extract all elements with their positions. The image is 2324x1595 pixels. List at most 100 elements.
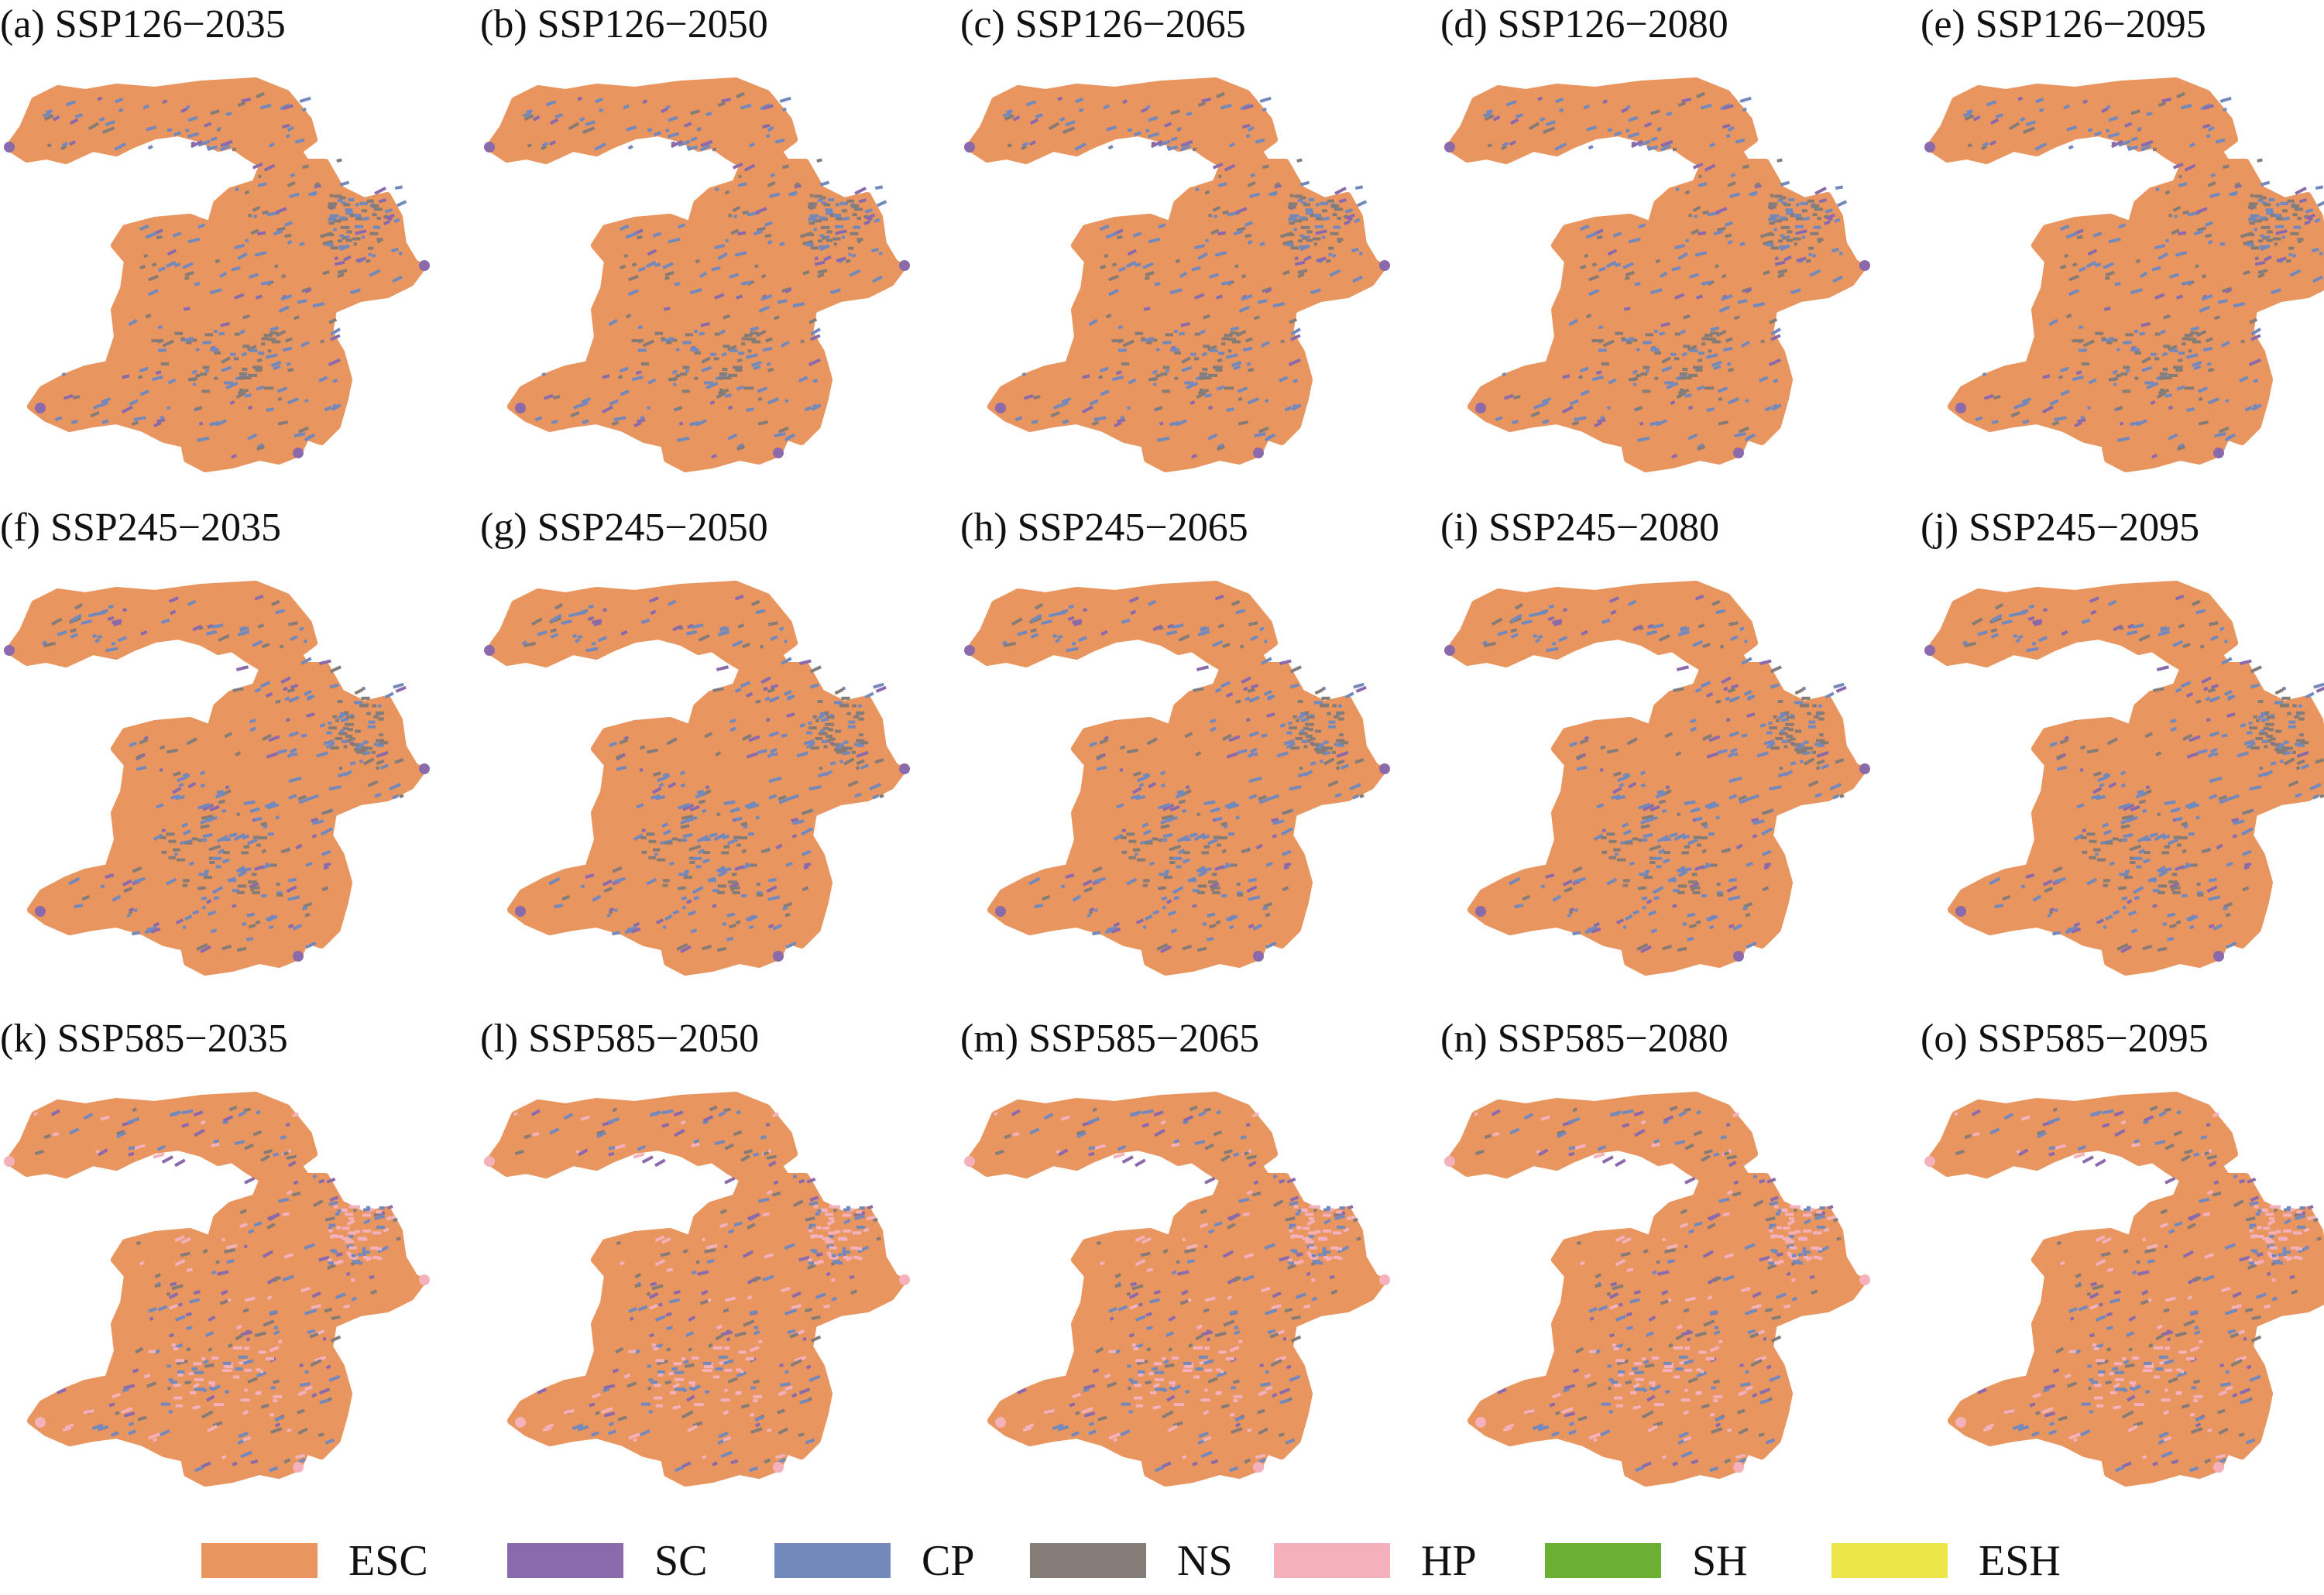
landcover-patches	[1962, 91, 2324, 459]
edge-cell-marker	[1444, 645, 1455, 656]
edge-cell-marker	[419, 260, 430, 271]
region-map	[964, 77, 1390, 472]
edge-cell-marker	[773, 448, 784, 458]
region-map	[4, 77, 430, 472]
legend-swatch	[1831, 1543, 1948, 1578]
legend-swatch	[1274, 1543, 1390, 1578]
edge-cell-marker	[1955, 1417, 1966, 1428]
panel-title: (n) SSP585−2080	[1440, 1017, 1728, 1061]
map-panel: (a) SSP126−2035	[0, 0, 465, 503]
edge-cell-marker	[1955, 906, 1966, 917]
edge-cell-marker	[293, 1462, 304, 1473]
legend-swatch	[201, 1543, 318, 1578]
edge-cell-marker	[515, 1417, 526, 1428]
landcover-patches	[513, 1105, 881, 1473]
region-base-esc	[1926, 77, 2324, 472]
region-map	[4, 1092, 430, 1487]
landcover-patches	[994, 1105, 1361, 1473]
edge-cell-marker	[1924, 142, 1935, 153]
region-base-esc	[966, 1092, 1386, 1487]
map-panel: (h) SSP245−2065	[960, 503, 1425, 1007]
edge-cell-marker	[1444, 1156, 1455, 1167]
edge-cell-marker	[2213, 448, 2224, 458]
map-panel: (j) SSP245−2095	[1921, 503, 2324, 1007]
panel-title: (k) SSP585−2035	[0, 1017, 288, 1061]
map-panel: (c) SSP126−2065	[960, 0, 1425, 503]
region-map	[964, 1092, 1390, 1487]
region-map	[484, 581, 910, 976]
edge-cell-marker	[2213, 951, 2224, 962]
edge-cell-marker	[4, 142, 15, 153]
legend-label: CP	[922, 1537, 975, 1585]
edge-cell-marker	[1379, 763, 1390, 774]
legend-swatch	[1030, 1543, 1146, 1578]
legend-label: SH	[1692, 1537, 1748, 1585]
map-panel: (d) SSP126−2080	[1440, 0, 1905, 503]
map-panel: (n) SSP585−2080	[1440, 1014, 1905, 1518]
edge-cell-marker	[1924, 645, 1935, 656]
edge-cell-marker	[419, 1274, 430, 1285]
map-panel: (f) SSP245−2035	[0, 503, 465, 1007]
region-base-esc	[5, 581, 426, 976]
panel-title: (i) SSP245−2080	[1440, 506, 1720, 550]
edge-cell-marker	[293, 448, 304, 458]
edge-cell-marker	[4, 645, 15, 656]
edge-cell-marker	[515, 906, 526, 917]
edge-cell-marker	[995, 1417, 1006, 1428]
region-map	[1924, 77, 2324, 472]
edge-cell-marker	[1859, 1274, 1870, 1285]
region-base-esc	[966, 581, 1386, 976]
edge-cell-marker	[995, 906, 1006, 917]
panel-title: (j) SSP245−2095	[1921, 506, 2200, 550]
edge-cell-marker	[1379, 260, 1390, 271]
edge-cell-marker	[1253, 448, 1264, 458]
region-base-esc	[966, 77, 1386, 472]
edge-cell-marker	[964, 1156, 975, 1167]
region-map	[964, 581, 1390, 976]
region-map	[1444, 77, 1870, 472]
panel-title: (g) SSP245−2050	[480, 506, 768, 550]
edge-cell-marker	[1475, 403, 1486, 413]
edge-cell-marker	[773, 951, 784, 962]
map-panel-grid: (a) SSP126−2035 (b) SSP126−2050 (c) SSP126…	[0, 0, 2324, 1487]
map-panel: (b) SSP126−2050	[480, 0, 945, 503]
legend-label: NS	[1177, 1537, 1233, 1585]
panel-title: (o) SSP585−2095	[1921, 1017, 2209, 1061]
edge-cell-marker	[1955, 403, 1966, 413]
edge-cell-marker	[1859, 260, 1870, 271]
edge-cell-marker	[964, 645, 975, 656]
region-map	[484, 77, 910, 472]
edge-cell-marker	[484, 645, 495, 656]
region-map	[1444, 1092, 1870, 1487]
region-base-esc	[1446, 1092, 1866, 1487]
region-base-esc	[486, 77, 906, 472]
legend-label: ESC	[348, 1537, 428, 1585]
legend-swatch	[1545, 1543, 1661, 1578]
edge-cell-marker	[35, 906, 46, 917]
landcover-patches	[1962, 594, 2324, 955]
edge-cell-marker	[1253, 1462, 1264, 1473]
panel-title: (e) SSP126−2095	[1921, 2, 2206, 46]
panel-title: (d) SSP126−2080	[1440, 2, 1728, 46]
edge-cell-marker	[899, 763, 910, 774]
edge-cell-marker	[1475, 1417, 1486, 1428]
edge-cell-marker	[1379, 1274, 1390, 1285]
map-panel: (e) SSP126−2095	[1921, 0, 2324, 503]
panel-title: (c) SSP126−2065	[960, 2, 1246, 46]
landcover-patches	[1954, 1105, 2322, 1473]
map-panel: (o) SSP585−2095	[1921, 1014, 2324, 1518]
edge-cell-marker	[1253, 951, 1264, 962]
edge-cell-marker	[964, 142, 975, 153]
map-panel: (i) SSP245−2080	[1440, 503, 1905, 1007]
legend-swatch	[774, 1543, 891, 1578]
panel-title: (a) SSP126−2035	[0, 2, 286, 46]
edge-cell-marker	[293, 951, 304, 962]
edge-cell-marker	[4, 1156, 15, 1167]
edge-cell-marker	[1733, 1462, 1744, 1473]
landcover-patches	[1001, 594, 1367, 955]
landcover-patches	[1474, 1105, 1842, 1473]
edge-cell-marker	[899, 1274, 910, 1285]
edge-cell-marker	[1475, 906, 1486, 917]
region-base-esc	[1926, 581, 2324, 976]
landcover-patches	[42, 91, 407, 459]
